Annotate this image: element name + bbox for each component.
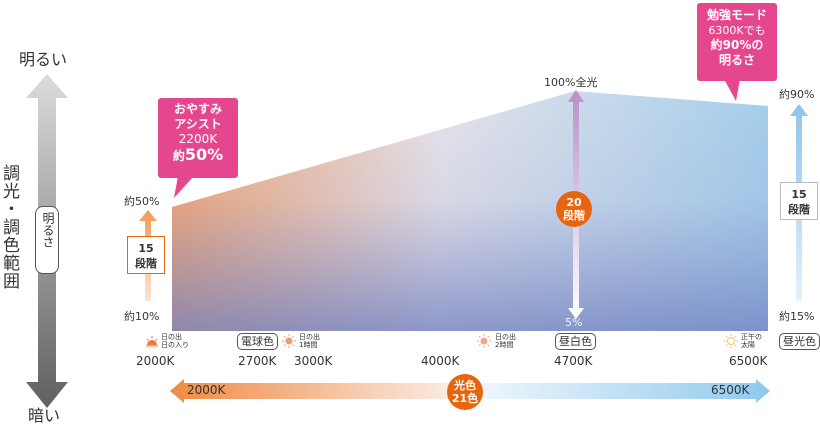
note-4700k-line1: 日の出 <box>495 333 516 341</box>
kelvin-4700: 4700K <box>554 354 593 368</box>
brightness-bar-label: 明るさ <box>41 212 55 248</box>
note-4700k: 日の出 2時間 <box>495 333 516 349</box>
center-steps-number: 20 <box>566 196 582 209</box>
sun-icon-4700k <box>477 334 491 348</box>
note-2000k-line2: 日の入り <box>161 341 189 349</box>
kelvin-6500: 6500K <box>729 354 768 368</box>
center-steps-unit: 段階 <box>563 209 585 222</box>
sun-icon-3000k <box>282 334 296 348</box>
kelvin-2700: 2700K <box>238 354 277 368</box>
center-steps-badge: 20 段階 <box>556 191 592 227</box>
oyasumi-approx: 約 <box>172 149 185 163</box>
peak-min-label: 5% <box>565 316 583 329</box>
brightness-bar-label-box <box>35 206 59 274</box>
kelvin-3000: 3000K <box>294 354 333 368</box>
right-steps-unit: 段階 <box>788 203 810 216</box>
benkyo-line4: 明るさ <box>718 53 755 67</box>
note-3000k-line2: 1時間 <box>299 341 318 349</box>
note-3000k: 日の出 1時間 <box>299 333 320 349</box>
arrow-left-kelvin: 2000K <box>187 383 226 397</box>
note-4700k-line2: 2時間 <box>495 341 514 349</box>
note-6500k: 正午の 太陽 <box>741 333 762 349</box>
oyasumi-line2: アシスト <box>174 117 222 131</box>
oyasumi-line3: 2200K <box>178 132 218 146</box>
benkyo-line1: 勉強モード <box>706 8 767 22</box>
note-6500k-line2: 太陽 <box>741 341 755 349</box>
note-2000k: 日の出 日の入り <box>161 333 189 349</box>
sun-icon-6500k <box>724 334 738 348</box>
left-min-label: 約10% <box>124 310 160 323</box>
oyasumi-line1: おやすみ <box>173 102 222 116</box>
light-color-count-badge: 光色 21色 <box>447 374 483 410</box>
note-6500k-line1: 正午の <box>741 333 762 341</box>
bulb-color-badge: 電球色 <box>237 333 278 350</box>
oyasumi-assist-callout: おやすみ アシスト 2200K 約50% <box>158 98 238 178</box>
benkyo-line2: 6300Kでも <box>708 24 766 37</box>
dark-label: 暗い <box>28 406 61 425</box>
note-3000k-line1: 日の出 <box>299 333 320 341</box>
benkyo-callout-tail <box>724 79 740 101</box>
sunset-icon <box>146 336 158 347</box>
benkyo-line3: 約90%の <box>710 38 764 52</box>
bright-label: 明るい <box>19 50 68 69</box>
benkyo-mode-callout: 勉強モード 6300Kでも 約90%の 明るさ <box>697 3 777 81</box>
right-steps-box: 15 段階 <box>780 182 818 220</box>
kelvin-2000: 2000K <box>136 354 175 368</box>
peak-label: 100%全光 <box>544 76 598 89</box>
daylight-badge: 昼光色 <box>779 333 820 350</box>
kelvin-4000: 4000K <box>421 354 460 368</box>
left-steps-number: 15 <box>138 242 154 255</box>
oyasumi-line4: 約50% <box>158 147 238 164</box>
range-title: 調光・調色範囲 <box>0 164 19 290</box>
left-max-label: 約50% <box>124 195 160 208</box>
left-steps-unit: 段階 <box>135 257 157 270</box>
neutral-white-badge: 昼白色 <box>555 333 596 350</box>
oyasumi-callout-tail <box>174 176 194 198</box>
arrow-right-kelvin: 6500K <box>711 383 750 397</box>
right-max-label: 約90% <box>779 88 815 101</box>
oyasumi-percent: 50% <box>184 145 224 164</box>
light-color-label: 光色 <box>454 379 476 392</box>
note-2000k-line1: 日の出 <box>161 333 182 341</box>
light-color-count: 21色 <box>451 392 479 405</box>
right-min-label: 約15% <box>779 310 815 323</box>
right-steps-number: 15 <box>791 188 807 201</box>
left-steps-box: 15 段階 <box>127 236 165 274</box>
